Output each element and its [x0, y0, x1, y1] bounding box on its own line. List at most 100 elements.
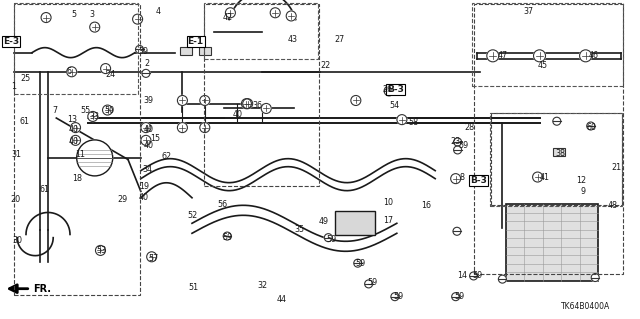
Text: 9: 9 — [580, 187, 586, 196]
Text: 24: 24 — [106, 70, 116, 79]
Text: 31: 31 — [12, 150, 22, 159]
Text: 54: 54 — [389, 101, 399, 110]
Text: 27: 27 — [334, 35, 344, 44]
Text: 20: 20 — [10, 195, 20, 204]
Circle shape — [261, 103, 271, 114]
Circle shape — [397, 115, 407, 125]
Circle shape — [365, 280, 372, 288]
Bar — [180, 47, 191, 55]
Text: 41: 41 — [540, 173, 550, 182]
Text: 23: 23 — [450, 137, 460, 146]
Bar — [204, 3, 318, 59]
Text: 45: 45 — [538, 61, 548, 70]
Text: E-3: E-3 — [3, 37, 19, 46]
Bar — [204, 4, 319, 186]
Text: 2: 2 — [145, 59, 150, 68]
Text: 52: 52 — [188, 211, 198, 220]
Text: 59: 59 — [356, 259, 366, 268]
Circle shape — [95, 245, 106, 256]
Circle shape — [243, 99, 253, 109]
Circle shape — [223, 232, 231, 240]
Text: 40: 40 — [69, 137, 79, 146]
Circle shape — [142, 69, 150, 78]
Text: 5: 5 — [72, 10, 77, 19]
Text: 42: 42 — [223, 13, 233, 22]
Circle shape — [454, 138, 461, 146]
Text: 15: 15 — [150, 134, 161, 143]
Bar — [335, 211, 375, 235]
Text: 40: 40 — [69, 125, 79, 134]
Circle shape — [225, 8, 236, 18]
Bar — [474, 4, 623, 274]
Circle shape — [177, 95, 188, 106]
Text: 39: 39 — [143, 96, 154, 105]
Circle shape — [136, 45, 143, 54]
Circle shape — [470, 272, 477, 280]
Bar — [553, 147, 564, 156]
Text: 48: 48 — [608, 201, 618, 210]
Bar — [472, 3, 623, 86]
Text: 59: 59 — [326, 235, 337, 244]
Text: 59: 59 — [367, 278, 378, 287]
Text: 40: 40 — [138, 193, 148, 202]
Circle shape — [241, 99, 252, 109]
Text: 16: 16 — [421, 201, 431, 210]
Text: 1: 1 — [12, 82, 17, 91]
Circle shape — [587, 122, 595, 130]
Text: 4: 4 — [156, 7, 161, 16]
Circle shape — [580, 50, 591, 62]
Text: 22: 22 — [320, 61, 330, 70]
Bar — [199, 47, 211, 55]
Bar — [490, 113, 622, 206]
Text: 59: 59 — [223, 233, 233, 242]
Circle shape — [200, 95, 210, 106]
Circle shape — [70, 135, 81, 145]
Text: 59: 59 — [472, 271, 483, 280]
Text: 11: 11 — [76, 150, 86, 159]
Text: 50: 50 — [104, 106, 115, 115]
Circle shape — [270, 8, 280, 18]
Circle shape — [67, 67, 77, 77]
Circle shape — [451, 174, 461, 184]
Bar — [491, 113, 622, 205]
Text: 38: 38 — [556, 149, 566, 158]
Circle shape — [391, 293, 399, 301]
Text: 49: 49 — [319, 217, 329, 226]
Text: 36: 36 — [253, 101, 263, 110]
Text: 62: 62 — [161, 152, 172, 161]
Text: 32: 32 — [257, 281, 268, 290]
Circle shape — [532, 172, 543, 182]
Circle shape — [553, 117, 561, 125]
Text: 30: 30 — [13, 236, 23, 245]
Text: 35: 35 — [294, 225, 305, 234]
Circle shape — [499, 275, 506, 283]
Text: 25: 25 — [20, 74, 31, 83]
Text: 51: 51 — [189, 283, 199, 292]
Text: 53: 53 — [96, 246, 106, 255]
Circle shape — [454, 146, 461, 154]
Circle shape — [90, 22, 100, 32]
Text: 57: 57 — [148, 254, 159, 263]
Text: 18: 18 — [72, 174, 82, 183]
Circle shape — [591, 273, 599, 282]
Circle shape — [354, 259, 362, 267]
Text: 56: 56 — [218, 200, 228, 209]
Circle shape — [453, 227, 461, 235]
Circle shape — [141, 122, 151, 133]
Bar — [14, 4, 140, 295]
Text: 6: 6 — [67, 67, 72, 76]
Bar — [506, 204, 598, 281]
Text: TK64B0400A: TK64B0400A — [561, 302, 610, 311]
Text: 7: 7 — [52, 106, 58, 115]
Text: 60: 60 — [586, 123, 596, 132]
Text: 46: 46 — [589, 51, 599, 60]
Text: 40: 40 — [143, 141, 154, 150]
Circle shape — [286, 11, 296, 21]
Text: FR.: FR. — [34, 284, 52, 294]
Text: E-1: E-1 — [188, 37, 204, 46]
Text: 59: 59 — [458, 141, 468, 150]
Circle shape — [177, 122, 188, 133]
Text: 12: 12 — [576, 176, 586, 185]
Circle shape — [70, 122, 81, 133]
Circle shape — [487, 50, 499, 62]
